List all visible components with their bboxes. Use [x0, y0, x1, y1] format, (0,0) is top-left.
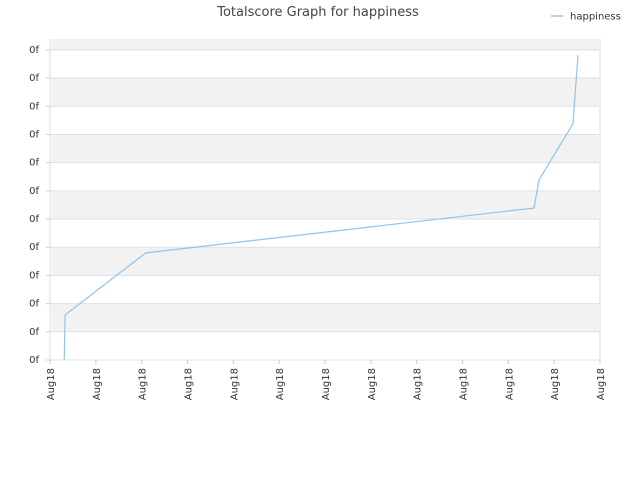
- y-tick-label: 0f: [29, 45, 39, 56]
- band: [50, 303, 600, 332]
- y-tick-label: 0f: [29, 355, 39, 366]
- x-tick-label: Aug18: [550, 368, 561, 400]
- y-tick-label: 0f: [29, 129, 39, 140]
- x-tick-label: Aug18: [321, 368, 332, 400]
- x-tick-label: Aug18: [184, 368, 195, 400]
- x-tick-label: Aug18: [46, 368, 57, 400]
- y-tick-label: 0f: [29, 299, 39, 310]
- line: [63, 54, 579, 361]
- legend-label: happiness: [570, 12, 621, 23]
- x-tick-label: Aug18: [229, 368, 240, 400]
- x-tick-label: Aug18: [596, 368, 607, 400]
- band: [50, 40, 600, 50]
- x-tick-label: Aug18: [413, 368, 424, 400]
- y-tick-label: 0f: [29, 73, 39, 84]
- x-tick-label: Aug18: [275, 368, 286, 400]
- x-tick-label: Aug18: [459, 368, 470, 400]
- band: [50, 134, 600, 163]
- y-tick-label: 0f: [29, 101, 39, 112]
- x-tick-label: Aug18: [367, 368, 378, 400]
- x-tick-label: Aug18: [504, 368, 515, 400]
- x-tick-label: Aug18: [92, 368, 103, 400]
- chart-title: Totalscore Graph for happiness: [216, 5, 419, 20]
- band: [50, 190, 600, 220]
- band: [50, 78, 600, 107]
- y-tick-label: 0f: [29, 158, 39, 169]
- y-tick-label: 0f: [29, 270, 39, 281]
- x-tick-label: Aug18: [138, 368, 149, 400]
- y-tick-label: 0f: [29, 242, 39, 253]
- y-tick-label: 0f: [29, 327, 39, 338]
- y-tick-label: 0f: [29, 186, 39, 197]
- band: [50, 247, 600, 276]
- y-tick-label: 0f: [29, 214, 39, 225]
